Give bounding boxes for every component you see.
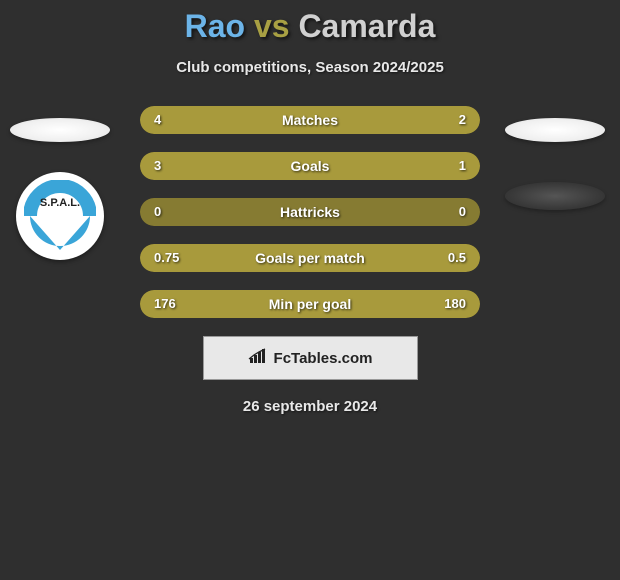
club2-placeholder-icon (505, 182, 605, 210)
content-area: S.P.A.L. 42Matches 31Goals 00Hattricks 0.75… (0, 106, 620, 318)
stat-row: 42Matches (140, 106, 480, 134)
stat-label: Min per goal (140, 290, 480, 318)
player2-name: Camarda (298, 8, 435, 44)
vs-text: vs (254, 8, 290, 44)
stat-label: Hattricks (140, 198, 480, 226)
chart-icon (248, 348, 268, 369)
comparison-title: Rao vs Camarda (0, 0, 620, 45)
player1-name: Rao (185, 8, 245, 44)
player2-placeholder-icon (505, 118, 605, 142)
stat-label: Goals (140, 152, 480, 180)
right-column (500, 106, 610, 210)
footer-brand-text: FcTables.com (274, 350, 373, 367)
stat-row: 0.750.5Goals per match (140, 244, 480, 272)
date-text: 26 september 2024 (0, 398, 620, 415)
club-logo-text: S.P.A.L. (40, 197, 80, 209)
player1-placeholder-icon (10, 118, 110, 142)
stat-label: Matches (140, 106, 480, 134)
left-column: S.P.A.L. (10, 106, 110, 260)
stat-row: 31Goals (140, 152, 480, 180)
stat-label: Goals per match (140, 244, 480, 272)
footer-brand-box: FcTables.com (203, 336, 418, 380)
stat-row: 176180Min per goal (140, 290, 480, 318)
stat-row: 00Hattricks (140, 198, 480, 226)
subtitle: Club competitions, Season 2024/2025 (0, 59, 620, 76)
club-logo-spal: S.P.A.L. (16, 172, 104, 260)
club-logo-graphic: S.P.A.L. (24, 180, 96, 252)
stats-bars: 42Matches 31Goals 00Hattricks 0.750.5Goals … (140, 106, 480, 318)
